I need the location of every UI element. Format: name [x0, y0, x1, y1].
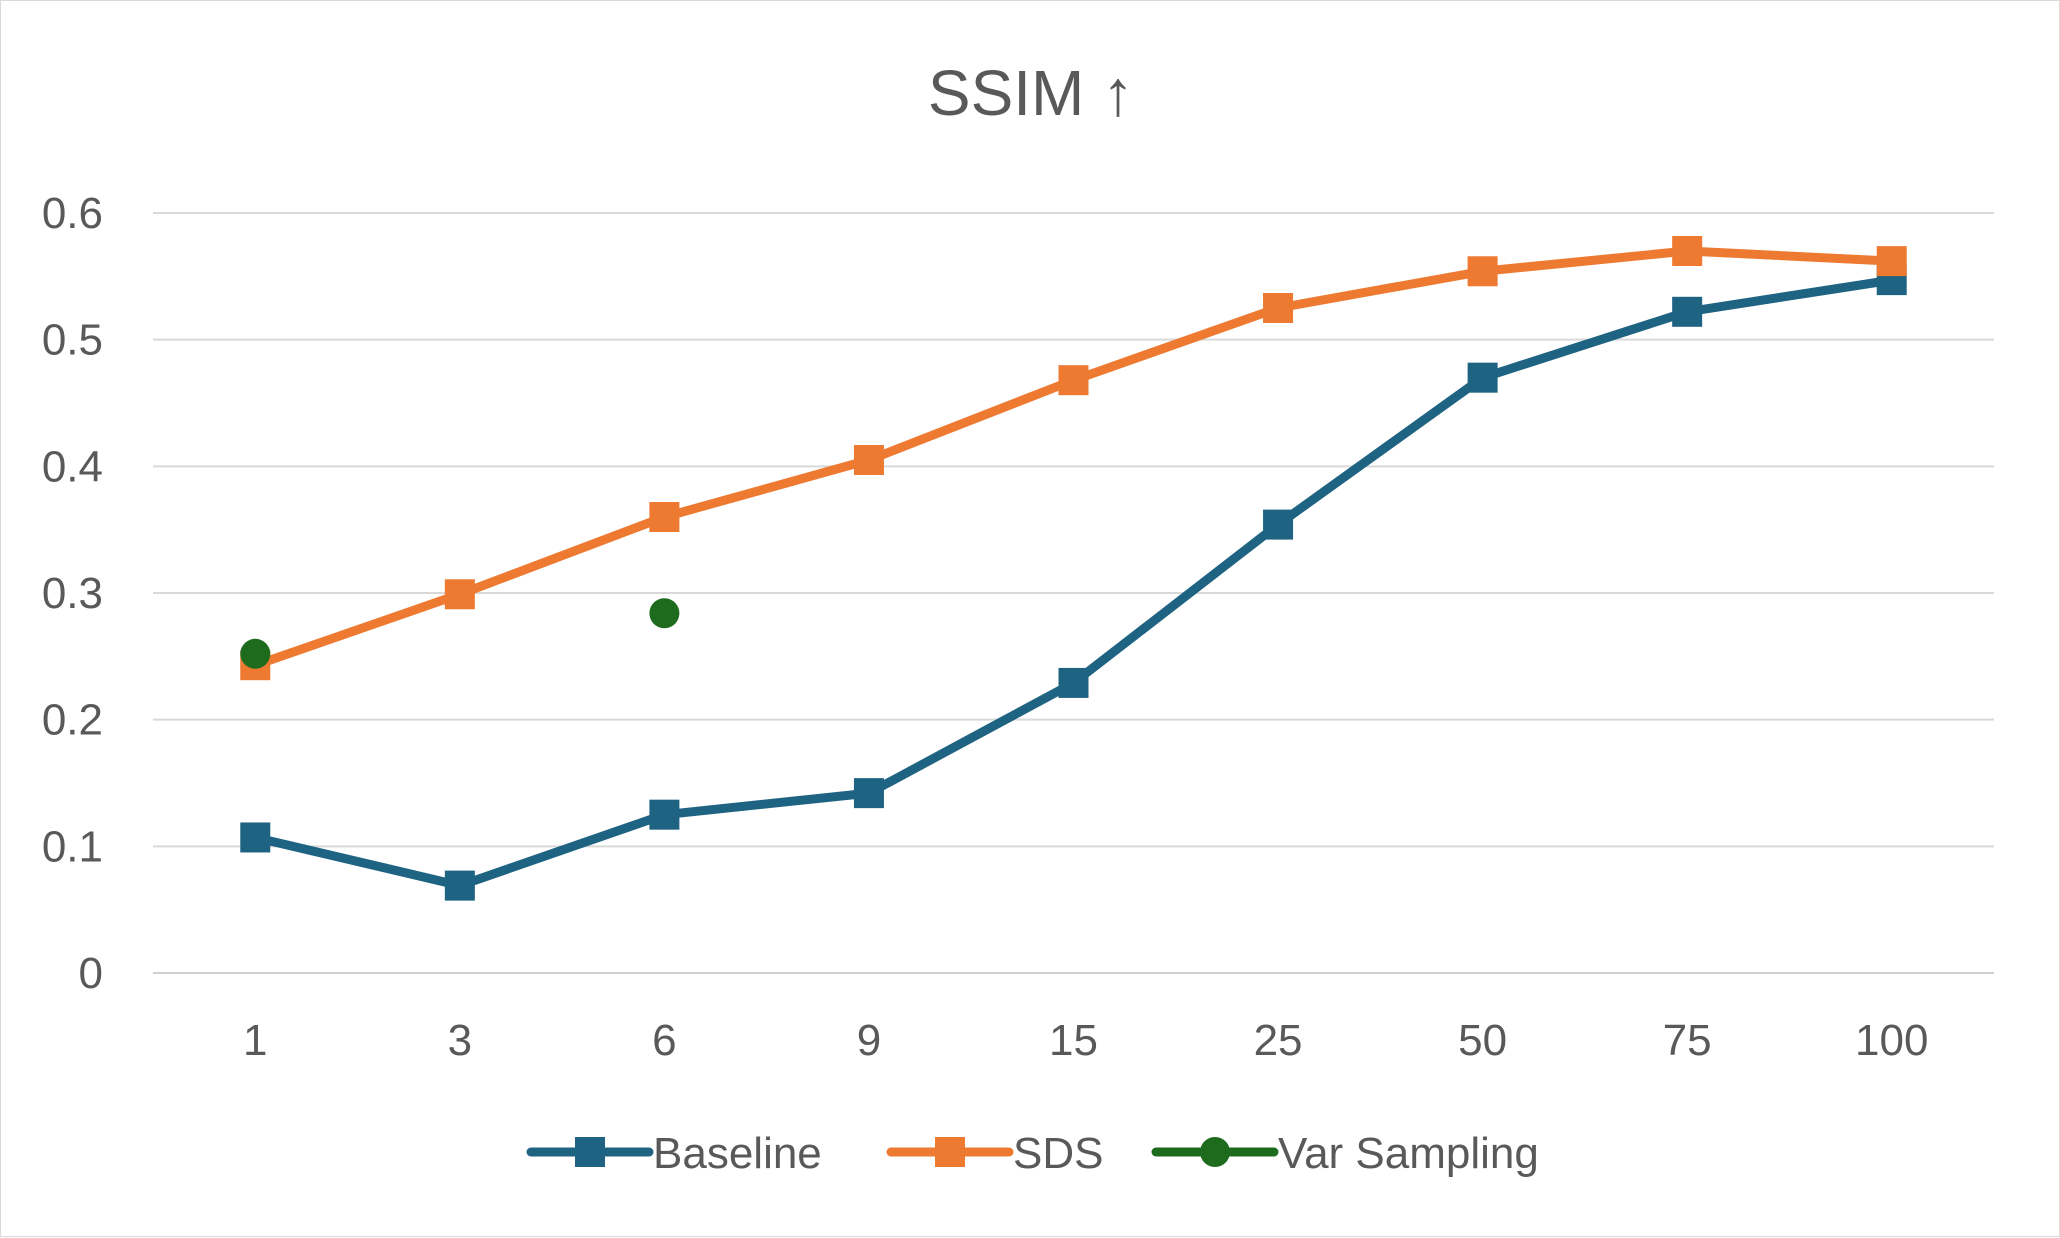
baseline-point	[1467, 362, 1498, 393]
series-group	[240, 236, 1907, 901]
y-tick-label: 0.1	[42, 822, 103, 871]
legend: Baseline SDS Var Sampling	[526, 1129, 1539, 1178]
sds-point	[1672, 236, 1703, 266]
sds-point	[853, 445, 884, 475]
legend-sds-marker	[935, 1137, 965, 1167]
var-sampling-point	[649, 598, 680, 629]
baseline-point	[444, 870, 475, 901]
sds-point	[1467, 256, 1498, 287]
x-tick-label: 1	[243, 1016, 267, 1065]
baseline-point	[853, 778, 884, 809]
x-tick-label: 75	[1663, 1016, 1712, 1065]
y-tick-label: 0.6	[42, 189, 103, 238]
x-tick-label: 6	[652, 1016, 676, 1065]
legend-baseline-marker	[575, 1137, 605, 1167]
legend-var-sampling-label: Var Sampling	[1278, 1129, 1539, 1178]
baseline-point	[1672, 296, 1703, 327]
x-tick-label: 100	[1855, 1016, 1928, 1065]
legend-baseline-label: Baseline	[653, 1129, 822, 1178]
x-tick-label: 50	[1458, 1016, 1507, 1065]
legend-sds-label: SDS	[1013, 1129, 1103, 1178]
sds-point	[1876, 246, 1907, 277]
baseline-point	[1263, 509, 1294, 540]
x-tick-label: 9	[857, 1016, 881, 1065]
y-tick-label: 0	[79, 949, 103, 998]
sds-point	[1058, 365, 1089, 396]
baseline-point	[240, 822, 271, 853]
x-tick-label: 25	[1254, 1016, 1303, 1065]
y-tick-label: 0.4	[42, 442, 103, 491]
chart-title: SSIM ↑	[928, 57, 1134, 129]
sds-point	[649, 502, 680, 532]
y-axis-ticks: 0 0.1 0.2 0.3 0.4 0.5 0.6	[42, 189, 103, 998]
baseline-point	[649, 799, 680, 830]
sds-line	[250, 246, 1897, 670]
sds-point	[1263, 293, 1294, 323]
var-sampling-point	[240, 638, 271, 669]
y-tick-label: 0.3	[42, 569, 103, 618]
sds-point	[444, 579, 475, 610]
gridlines	[153, 212, 1994, 974]
y-tick-label: 0.2	[42, 696, 103, 745]
legend-var-sampling-marker	[1200, 1137, 1230, 1167]
y-tick-label: 0.5	[42, 316, 103, 365]
x-axis-ticks: 1 3 6 9 15 25 50 75 100	[243, 1016, 1928, 1065]
baseline-point	[1058, 667, 1089, 698]
x-tick-label: 3	[448, 1016, 472, 1065]
x-tick-label: 15	[1049, 1016, 1098, 1065]
